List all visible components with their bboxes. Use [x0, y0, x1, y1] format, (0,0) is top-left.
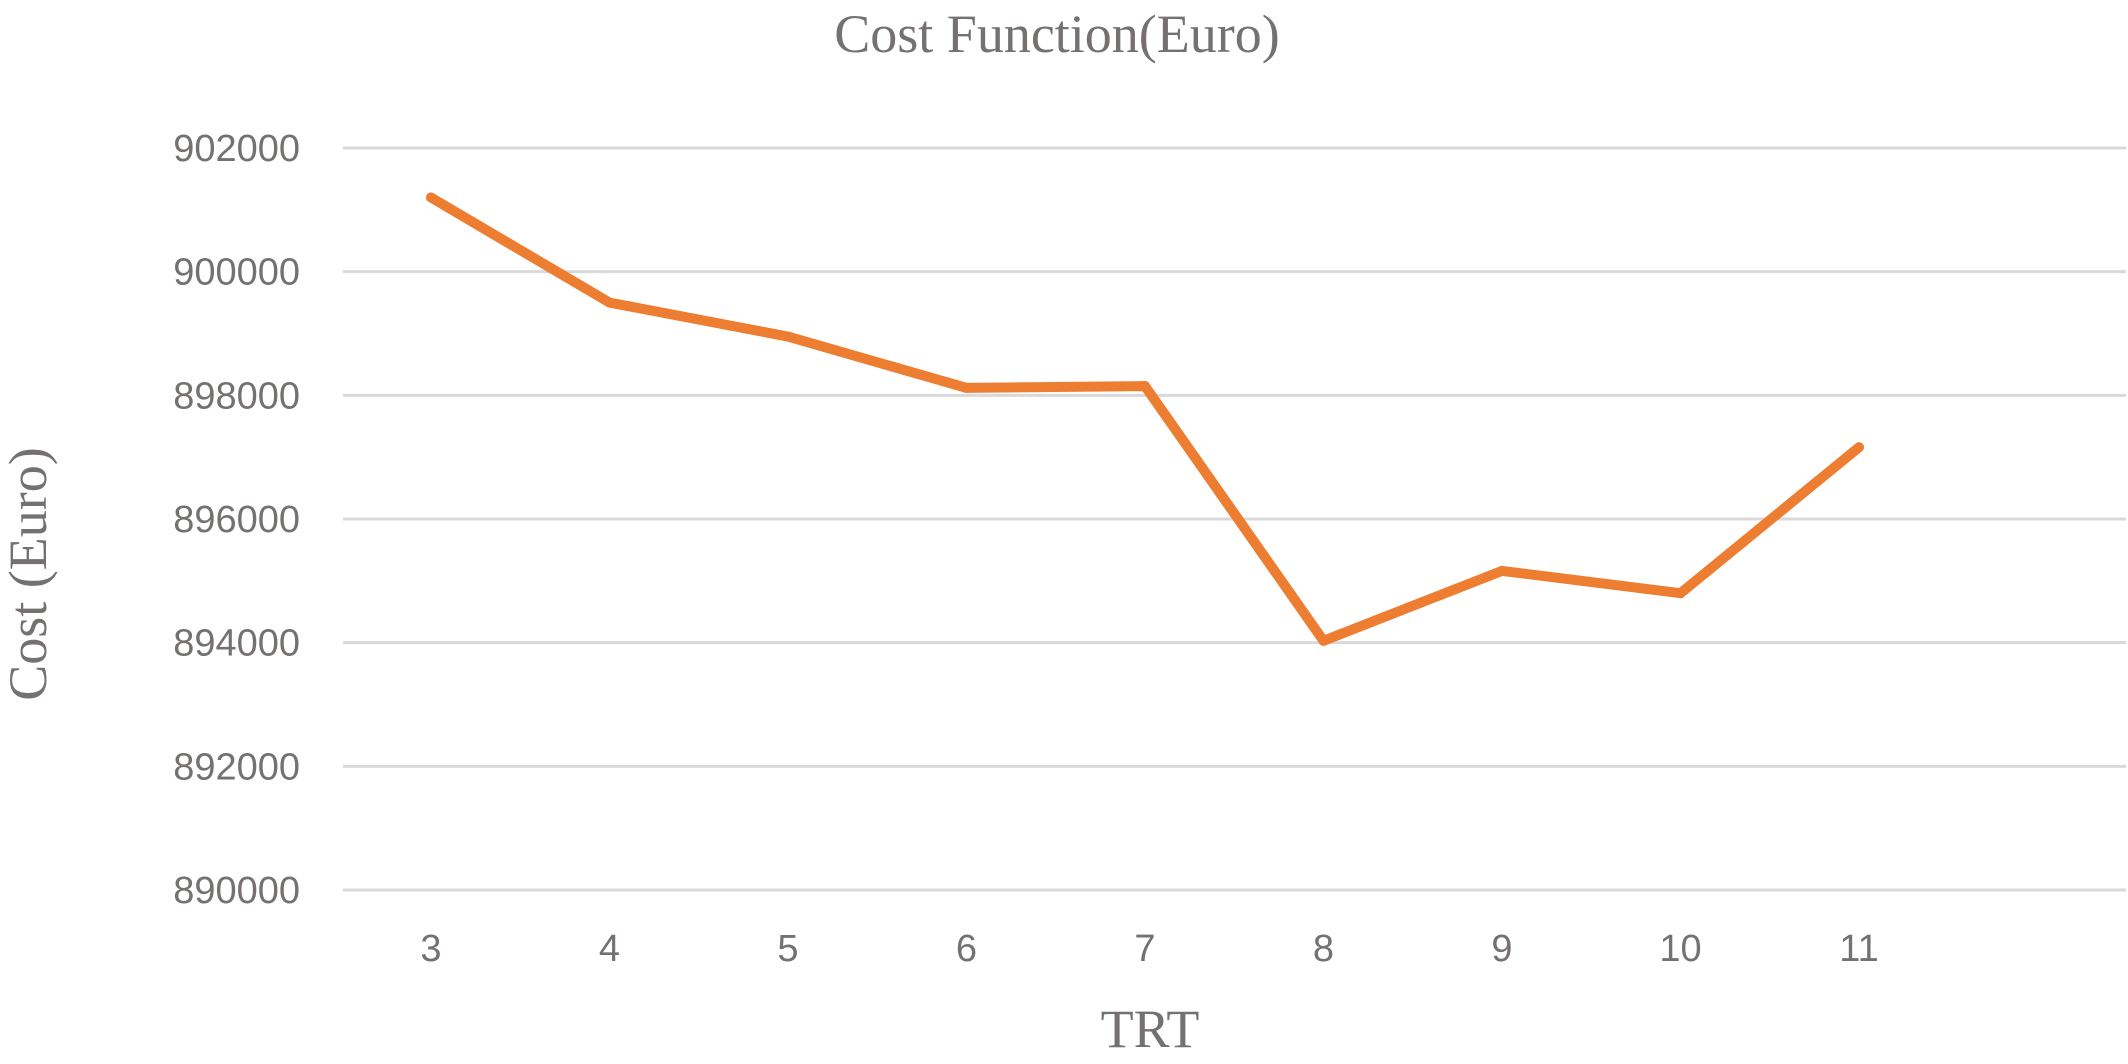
y-tick-label: 896000: [173, 499, 300, 541]
data-point-8: [1318, 635, 1329, 646]
x-tick-label: 7: [1134, 928, 1155, 970]
data-point-7: [1140, 381, 1150, 392]
y-tick-label: 894000: [173, 623, 300, 665]
x-tick-label: 10: [1659, 928, 1701, 970]
data-point-11: [1854, 442, 1864, 453]
x-axis-title: TRT: [1101, 999, 1200, 1059]
data-point-10: [1675, 588, 1686, 599]
y-tick-label: 898000: [173, 375, 300, 417]
chart-title: Cost Function(Euro): [834, 4, 1279, 64]
data-point-9: [1497, 565, 1507, 576]
gridlines: [343, 146, 2126, 892]
x-tick-label: 3: [420, 928, 441, 970]
data-point-3: [426, 192, 436, 203]
y-tick-label: 890000: [173, 870, 300, 912]
y-tick-label: 892000: [173, 746, 300, 788]
y-tick-labels: 890000 892000 894000 896000 898000 900000 9020…: [173, 128, 300, 912]
y-axis-title: Cost (Euro): [0, 447, 58, 700]
x-tick-label: 11: [1839, 928, 1878, 970]
x-tick-label: 5: [777, 928, 798, 970]
x-tick-label: 4: [599, 928, 620, 970]
data-point-5: [783, 331, 793, 342]
y-tick-label: 900000: [173, 252, 300, 294]
series-line-0: [426, 192, 1864, 646]
x-tick-label: 9: [1491, 928, 1512, 970]
y-tick-label: 902000: [173, 128, 300, 170]
x-tick-label: 6: [956, 928, 977, 970]
x-tick-label: 8: [1313, 928, 1334, 970]
x-tick-labels: 3 4 5 6 7 8 9 10 11: [420, 928, 1878, 970]
series-layer: [426, 192, 1864, 646]
data-point-4: [604, 297, 615, 308]
data-point-6: [961, 382, 972, 393]
